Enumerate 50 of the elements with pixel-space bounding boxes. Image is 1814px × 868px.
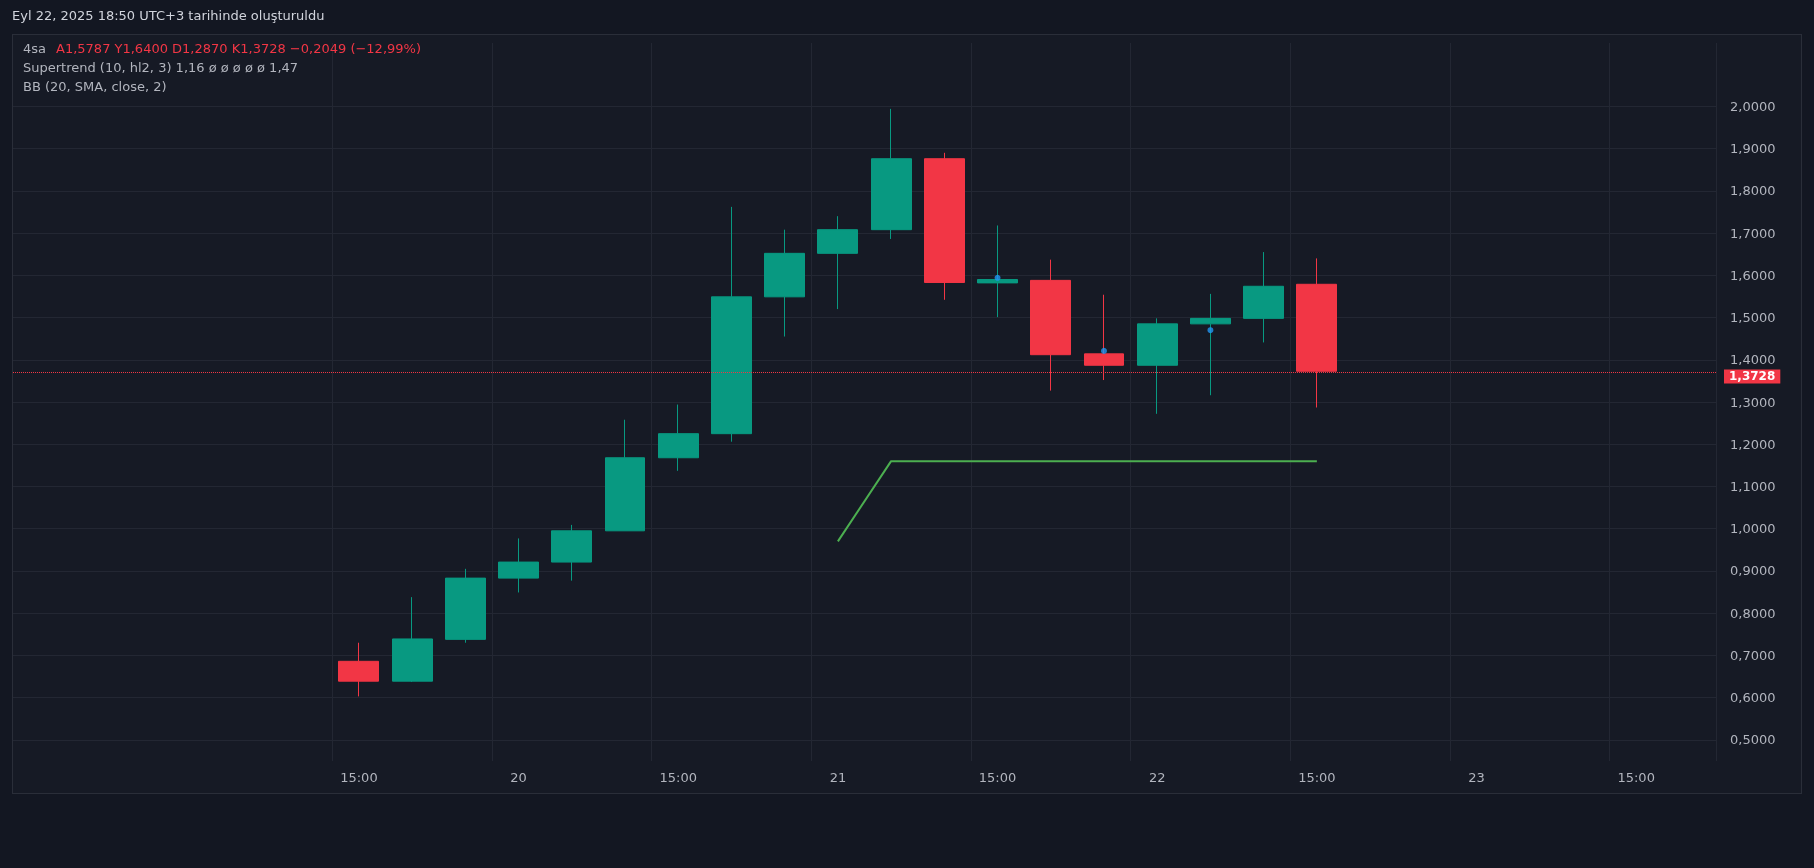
y-tick-label: 1,6000	[1730, 267, 1776, 283]
candlestick	[1190, 293, 1231, 396]
x-tick-label: 15:00	[1298, 770, 1336, 785]
candlestick	[764, 229, 805, 338]
candlestick	[817, 215, 858, 310]
point	[1207, 327, 1214, 334]
x-tick-label: 21	[829, 770, 847, 785]
candlestick	[977, 224, 1018, 318]
x-tick-label: 15:00	[659, 770, 697, 785]
point	[1100, 347, 1107, 354]
candlestick	[392, 596, 433, 683]
candlestick	[1243, 251, 1284, 343]
point	[994, 274, 1001, 281]
y-tick-label: 2,0000	[1730, 98, 1776, 114]
candlestick	[924, 152, 965, 301]
y-tick-label: 1,7000	[1730, 225, 1776, 241]
y-tick-label: 1,0000	[1730, 521, 1776, 537]
candlestick	[711, 206, 752, 443]
ref-line-label: 1,3728	[1729, 369, 1776, 384]
x-tick-label: 15:00	[1617, 770, 1655, 785]
annotation: BB (20, SMA, close, 2)	[23, 79, 167, 94]
x-tick-label: 15:00	[978, 770, 1017, 785]
y-tick-label: 0,8000	[1730, 605, 1776, 621]
x-tick-label: 23	[1468, 770, 1485, 785]
candlestick	[871, 108, 912, 240]
y-tick-label: 0,6000	[1730, 690, 1776, 706]
candlestick	[1137, 317, 1178, 415]
y-tick-label: 0,7000	[1730, 647, 1776, 663]
y-tick-label: 1,2000	[1730, 436, 1776, 452]
y-tick-label: 1,3000	[1730, 394, 1776, 410]
candlestick	[605, 419, 645, 532]
candlestick	[658, 404, 699, 472]
candlestick	[338, 642, 379, 697]
y-tick-label: 1,1000	[1730, 478, 1776, 494]
y-tick-label: 1,5000	[1730, 310, 1776, 326]
y-tick-label: 0,9000	[1730, 563, 1776, 579]
y-tick-label: 1,9000	[1730, 141, 1776, 157]
x-tick-label: 20	[510, 770, 527, 785]
annotation: A1,5787 Y1,6400 D1,2870 K1,3728 −0,2049 (−12,99%)	[56, 41, 421, 56]
text: Eyl 22, 2025 18:50 UTC+3 tarihinde oluşturuldu	[12, 7, 325, 25]
x-tick-label: 15:00	[340, 770, 378, 785]
candlestick	[551, 524, 592, 582]
annotation: Supertrend (10, hl2, 3) 1,16 ø ø ø ø ø 1,47	[23, 60, 299, 75]
y-tick-label: 1,8000	[1730, 183, 1776, 199]
y-tick-label: 0,5000	[1730, 732, 1776, 748]
candlestick	[498, 537, 539, 593]
chart-title: 4sa	[23, 41, 47, 56]
x-tick-label: 22	[1148, 770, 1166, 785]
y-tick-label: 1,4000	[1730, 352, 1776, 368]
candlestick	[445, 568, 486, 644]
